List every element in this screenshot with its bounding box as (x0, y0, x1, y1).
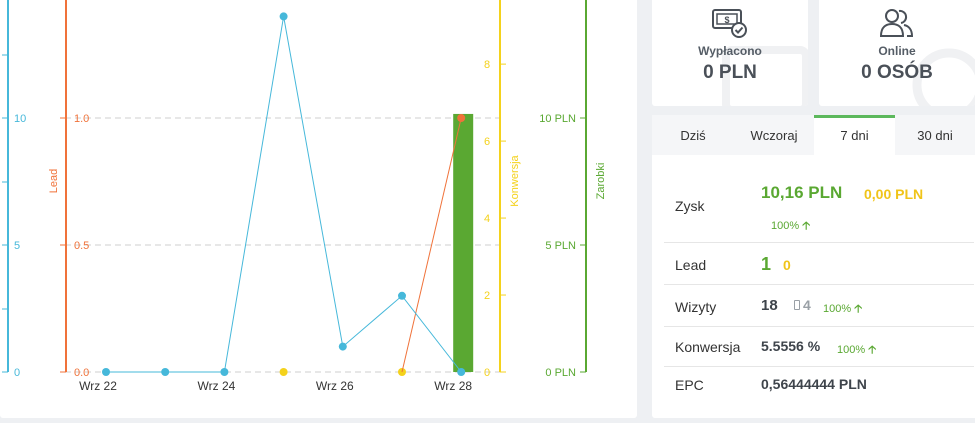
money-watermark-icon (722, 46, 808, 106)
chart-grid (65, 117, 500, 373)
profit-value: 10,16 PLN (761, 183, 843, 202)
visits-point (398, 291, 406, 300)
chart-axes (7, 0, 587, 372)
conversion-tick-label: 0 (484, 367, 490, 379)
lead-tick-label: 1.0 (74, 113, 89, 125)
paid-value: 0 PLN (703, 62, 757, 83)
profit-change: 100% 🡡 (771, 217, 810, 236)
earnings-tick-label: 10 PLN (539, 113, 576, 125)
tab-today[interactable]: Dziś (680, 127, 706, 143)
stats-panel: Dziś Wczoraj 7 dni 30 dni Zysk 10,16 PLN… (652, 115, 975, 418)
stat-row-conversion: Konwersja 5.5556 % 100% 🡡 (664, 327, 974, 367)
stat-row-lead: Lead 1 0 (664, 243, 974, 285)
visits-tick-label: 10 (14, 113, 26, 125)
earnings-axis-title: Zarobki (595, 163, 607, 200)
lead-secondary: 0 (783, 257, 791, 273)
visits-mobile: 4 (794, 297, 811, 313)
stat-row-profit: Zysk 10,16 PLN 0,00 PLN 100% 🡡 (664, 171, 974, 243)
conversion-label: Konwersja (675, 339, 741, 355)
x-tick-label: Wrz 22 (79, 379, 117, 393)
visits-label: Wizyty (675, 299, 717, 315)
lead-tick-label: 0.0 (74, 367, 89, 379)
online-card: Online 0 OSÓB (819, 0, 975, 106)
money-check-icon: $ (652, 6, 808, 42)
paid-card: $ Wypłacono 0 PLN (652, 0, 808, 106)
tab-30-days[interactable]: 30 dni (917, 127, 953, 143)
visits-change: 100% 🡡 (823, 300, 862, 319)
stat-row-epc: EPC 0,56444444 PLN (664, 367, 974, 407)
conversion-tick-label: 4 (484, 213, 490, 225)
profit-label: Zysk (675, 198, 705, 214)
chart-marks (102, 12, 474, 376)
lead-tick-label: 0.5 (74, 240, 89, 252)
chart-panel: 0 5 10 0.0 0.5 1.0 0 2 4 6 8 0 PLN 5 PLN 10 PLN Wrz 22… (0, 0, 637, 418)
tab-7-days[interactable]: 7 dni (814, 115, 895, 155)
mobile-icon (794, 300, 800, 310)
online-value: 0 OSÓB (861, 62, 933, 83)
chart-axis-titles: Lead Konwersja Zarobki (48, 154, 607, 206)
conversion-value: 5.5556 % (761, 338, 821, 354)
online-label: Online (878, 44, 916, 58)
x-tick-label: Wrz 24 (198, 379, 236, 393)
earnings-tick-label: 5 PLN (545, 240, 576, 252)
arrow-up-icon: 🡡 (851, 303, 863, 315)
users-icon (819, 6, 975, 42)
x-tick-label: Wrz 28 (434, 379, 472, 393)
arrow-up-icon: 🡡 (865, 344, 877, 356)
visits-point (279, 12, 288, 21)
visits-point (338, 342, 347, 351)
epc-value: 0,56444444 PLN (761, 376, 867, 392)
x-tick-label: Wrz 26 (316, 379, 354, 393)
visits-tick-label: 5 (14, 240, 20, 252)
lead-value: 1 (761, 254, 772, 274)
visits-value: 18 (761, 297, 778, 314)
visits-change-value: 100% (823, 303, 852, 315)
epc-label: EPC (675, 377, 704, 393)
conversion-point (279, 368, 288, 376)
online-watermark-icon (912, 48, 975, 106)
paid-label: Wypłacono (698, 44, 762, 58)
visits-series-line (106, 16, 462, 373)
svg-text:$: $ (724, 15, 729, 25)
stat-row-visits: Wizyty 18 4 100% 🡡 (664, 285, 974, 327)
conversion-change: 100% 🡡 (837, 341, 876, 360)
conversion-tick-label: 6 (484, 136, 490, 148)
earnings-tick-label: 0 PLN (545, 367, 576, 379)
period-tabs: Dziś Wczoraj 7 dni 30 dni (652, 115, 975, 155)
visits-point (161, 368, 170, 376)
visits-tick-label: 0 (14, 367, 20, 379)
visits-point (457, 368, 466, 376)
tab-yesterday[interactable]: Wczoraj (750, 127, 798, 143)
lead-axis-title: Lead (48, 169, 60, 193)
visits-point (102, 368, 110, 376)
lead-series-line (401, 117, 462, 373)
performance-chart: 0 5 10 0.0 0.5 1.0 0 2 4 6 8 0 PLN 5 PLN 10 PLN Wrz 22… (2, 0, 607, 393)
conversion-tick-label: 2 (484, 290, 490, 302)
lead-label: Lead (675, 257, 707, 273)
arrow-up-icon: 🡡 (799, 220, 811, 232)
conversion-tick-label: 8 (484, 59, 490, 71)
earnings-bar (453, 113, 474, 372)
visits-mobile-value: 4 (803, 297, 811, 313)
conversion-axis-title: Konwersja (509, 154, 521, 206)
profit-change-value: 100% (771, 220, 800, 232)
conversion-change-value: 100% (837, 344, 866, 356)
visits-point (220, 368, 229, 376)
lead-point (457, 114, 466, 122)
profit-secondary: 0,00 PLN (864, 186, 924, 202)
chart-ticks: 0 5 10 0.0 0.5 1.0 0 2 4 6 8 0 PLN 5 PLN 10 PLN Wrz 22… (2, 54, 586, 393)
